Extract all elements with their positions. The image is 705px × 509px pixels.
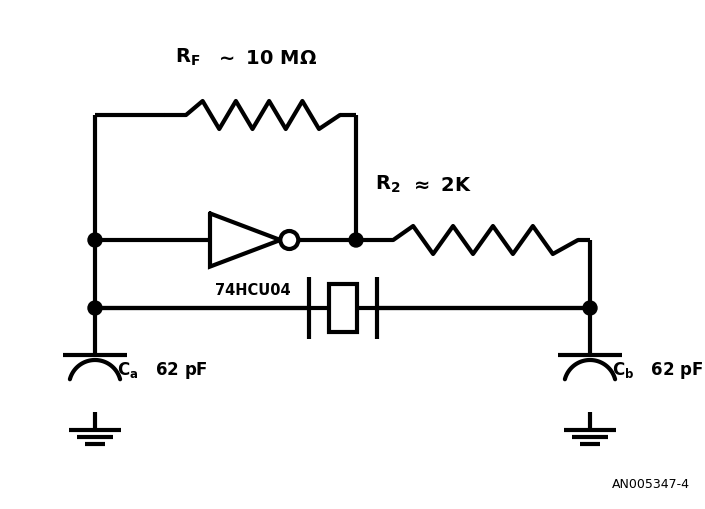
Text: $\mathbf{C_a}$   62 pF: $\mathbf{C_a}$ 62 pF bbox=[117, 360, 208, 381]
Text: $\mathbf{C_b}$   62 pF: $\mathbf{C_b}$ 62 pF bbox=[612, 360, 704, 381]
Bar bbox=[329, 284, 357, 332]
Text: AN005347-4: AN005347-4 bbox=[612, 478, 690, 491]
Text: $\mathbf{R_F}$: $\mathbf{R_F}$ bbox=[175, 47, 200, 68]
Circle shape bbox=[583, 301, 597, 315]
Text: $\mathbf{R_2}$: $\mathbf{R_2}$ bbox=[375, 174, 400, 195]
Text: $\mathbf{\approx}$ 2K: $\mathbf{\approx}$ 2K bbox=[410, 176, 472, 195]
Circle shape bbox=[281, 231, 298, 249]
Text: 74HCU04: 74HCU04 bbox=[215, 283, 291, 298]
Circle shape bbox=[88, 233, 102, 247]
Circle shape bbox=[349, 233, 363, 247]
Text: $\mathbf{\sim}$ 10 M$\mathbf{\Omega}$: $\mathbf{\sim}$ 10 M$\mathbf{\Omega}$ bbox=[215, 49, 317, 68]
Circle shape bbox=[88, 301, 102, 315]
